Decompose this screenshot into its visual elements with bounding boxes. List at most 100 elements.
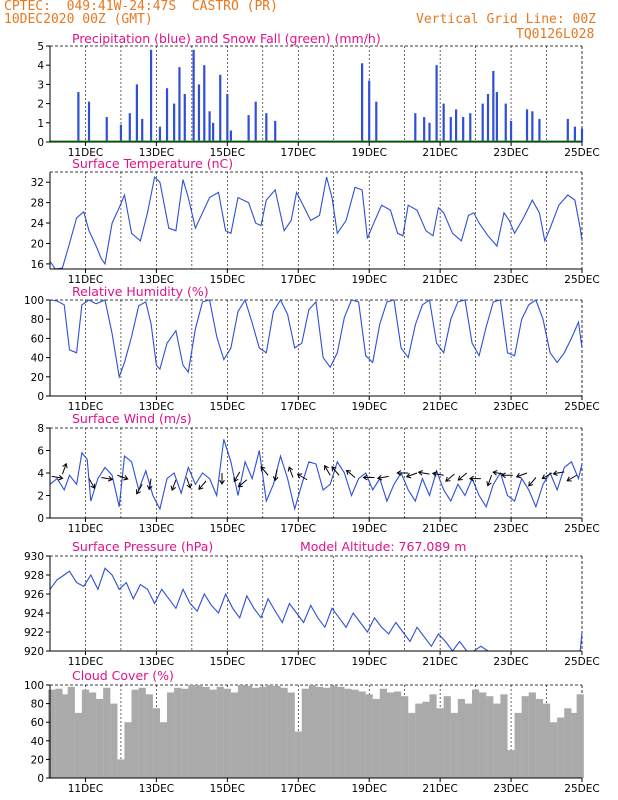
rh-y-tick-label: 20 [31, 372, 44, 384]
wind-arrow [457, 472, 468, 481]
cloud-bar [124, 722, 132, 778]
pressure-annotation: Model Altitude: 767.089 m [300, 539, 466, 554]
cloud-bar [436, 708, 444, 778]
wind-x-tick-label: 17DEC [281, 523, 316, 535]
cloud-bar [230, 692, 239, 778]
temp-y-tick-label: 32 [31, 177, 44, 189]
cloud-bar [308, 685, 317, 778]
cloud-bar [344, 688, 352, 778]
pressure-y-tick-label: 930 [24, 551, 44, 563]
cloud-y-tick-label: 100 [24, 680, 44, 692]
cloud-bar [159, 722, 168, 778]
pressure-y-tick-label: 926 [24, 589, 44, 601]
wind-arrow-head [331, 466, 337, 472]
precip-bar [573, 126, 577, 142]
cloud-bar [330, 685, 338, 778]
cloud-x-tick-label: 11DEC [68, 783, 103, 795]
cloud-bar [237, 685, 246, 778]
cloud-x-tick-label: 13DEC [139, 783, 174, 795]
pressure-x-tick-label: 13DEC [139, 656, 174, 668]
wind-arrow-head [272, 476, 279, 482]
cloud-bar [188, 685, 196, 778]
precip-bar [183, 94, 186, 142]
cloud-bar [67, 686, 75, 778]
pressure-x-tick-label: 23DEC [493, 656, 528, 668]
cloud-bar [472, 689, 480, 778]
wind-arrow-head [323, 464, 329, 471]
cloud-bar [393, 691, 402, 778]
cloud-x-tick-label: 21DEC [422, 783, 457, 795]
pressure-x-tick-label: 17DEC [281, 656, 316, 668]
precip-bar [375, 101, 378, 142]
cloud-bar [81, 689, 90, 778]
wind-arrow [288, 466, 294, 478]
pressure-x-tick-label: 11DEC [68, 656, 103, 668]
wind-arrow-head [287, 466, 294, 472]
pressure-y-tick-label: 924 [24, 608, 44, 620]
cloud-bar [117, 759, 125, 778]
pressure-series-line [49, 567, 583, 652]
wind-series-line [49, 439, 583, 512]
pressure-x-tick-label: 25DEC [564, 656, 599, 668]
wind-arrow-head [296, 473, 303, 479]
cloud-bar [294, 731, 302, 778]
temp-y-tick-label: 20 [31, 238, 44, 250]
wind-arrow-head [345, 469, 352, 475]
wind-x-tick-label: 21DEC [422, 523, 457, 535]
cloud-bar [110, 703, 118, 778]
cloud-bar [422, 701, 430, 778]
cloud-bar [507, 750, 515, 778]
precip-x-tick-label: 19DEC [351, 147, 386, 159]
wind-arrow-head [376, 474, 383, 481]
rh-y-tick-label: 0 [37, 391, 44, 403]
wind-arrow [528, 477, 537, 487]
cloud-x-tick-label: 19DEC [351, 783, 386, 795]
temp-x-tick-label: 23DEC [493, 274, 528, 286]
precip-y-tick-label: 3 [37, 79, 44, 91]
precip-bar [77, 92, 80, 142]
cloud-bar [493, 703, 501, 778]
cloud-bar [576, 694, 584, 778]
cloud-panel [46, 684, 584, 782]
wind-x-tick-label: 11DEC [68, 523, 103, 535]
wind-arrow [542, 472, 553, 479]
cloud-bar [166, 692, 175, 778]
temp-y-tick-label: 28 [31, 198, 44, 210]
wind-arrow [432, 472, 444, 476]
cloud-bar [323, 687, 331, 778]
cloud-bar [379, 688, 387, 778]
cloud-y-tick-label: 0 [37, 773, 44, 785]
wind-x-tick-label: 19DEC [351, 523, 386, 535]
rh-series-line [49, 298, 583, 379]
precip-bar [208, 111, 211, 142]
wind-arrow [553, 471, 565, 475]
wind-y-tick-label: 6 [37, 446, 44, 458]
cloud-bar [315, 686, 324, 778]
wind-arrow-head [528, 481, 534, 487]
rh-panel [46, 298, 583, 400]
rh-y-tick-label: 80 [31, 314, 44, 326]
wind-arrow-head [552, 470, 558, 476]
precip-title: Precipitation (blue) and Snow Fall (gree… [72, 31, 381, 46]
cloud-bar [301, 688, 309, 778]
cloud-y-tick-label: 80 [31, 699, 44, 711]
cloud-bar [486, 696, 494, 778]
cloud-bar [415, 703, 423, 778]
cloud-bar [252, 687, 260, 778]
rh-title: Relative Humidity (%) [72, 284, 209, 299]
wind-arrow-head [362, 474, 368, 481]
cloud-bar [55, 688, 63, 778]
precip-bar [423, 117, 426, 142]
wind-title: Surface Wind (m/s) [72, 411, 192, 426]
wind-arrow [566, 474, 577, 482]
precip-y-tick-label: 1 [37, 118, 44, 130]
wind-arrow-head [468, 475, 474, 482]
pressure-panel [46, 555, 583, 655]
precip-bar [119, 124, 123, 142]
cloud-bar [528, 692, 536, 778]
cloud-bar [287, 692, 295, 778]
wind-arrow [331, 466, 340, 476]
temp-x-tick-label: 25DEC [564, 274, 599, 286]
cloud-bar [88, 692, 97, 778]
wind-arrow [198, 480, 207, 490]
